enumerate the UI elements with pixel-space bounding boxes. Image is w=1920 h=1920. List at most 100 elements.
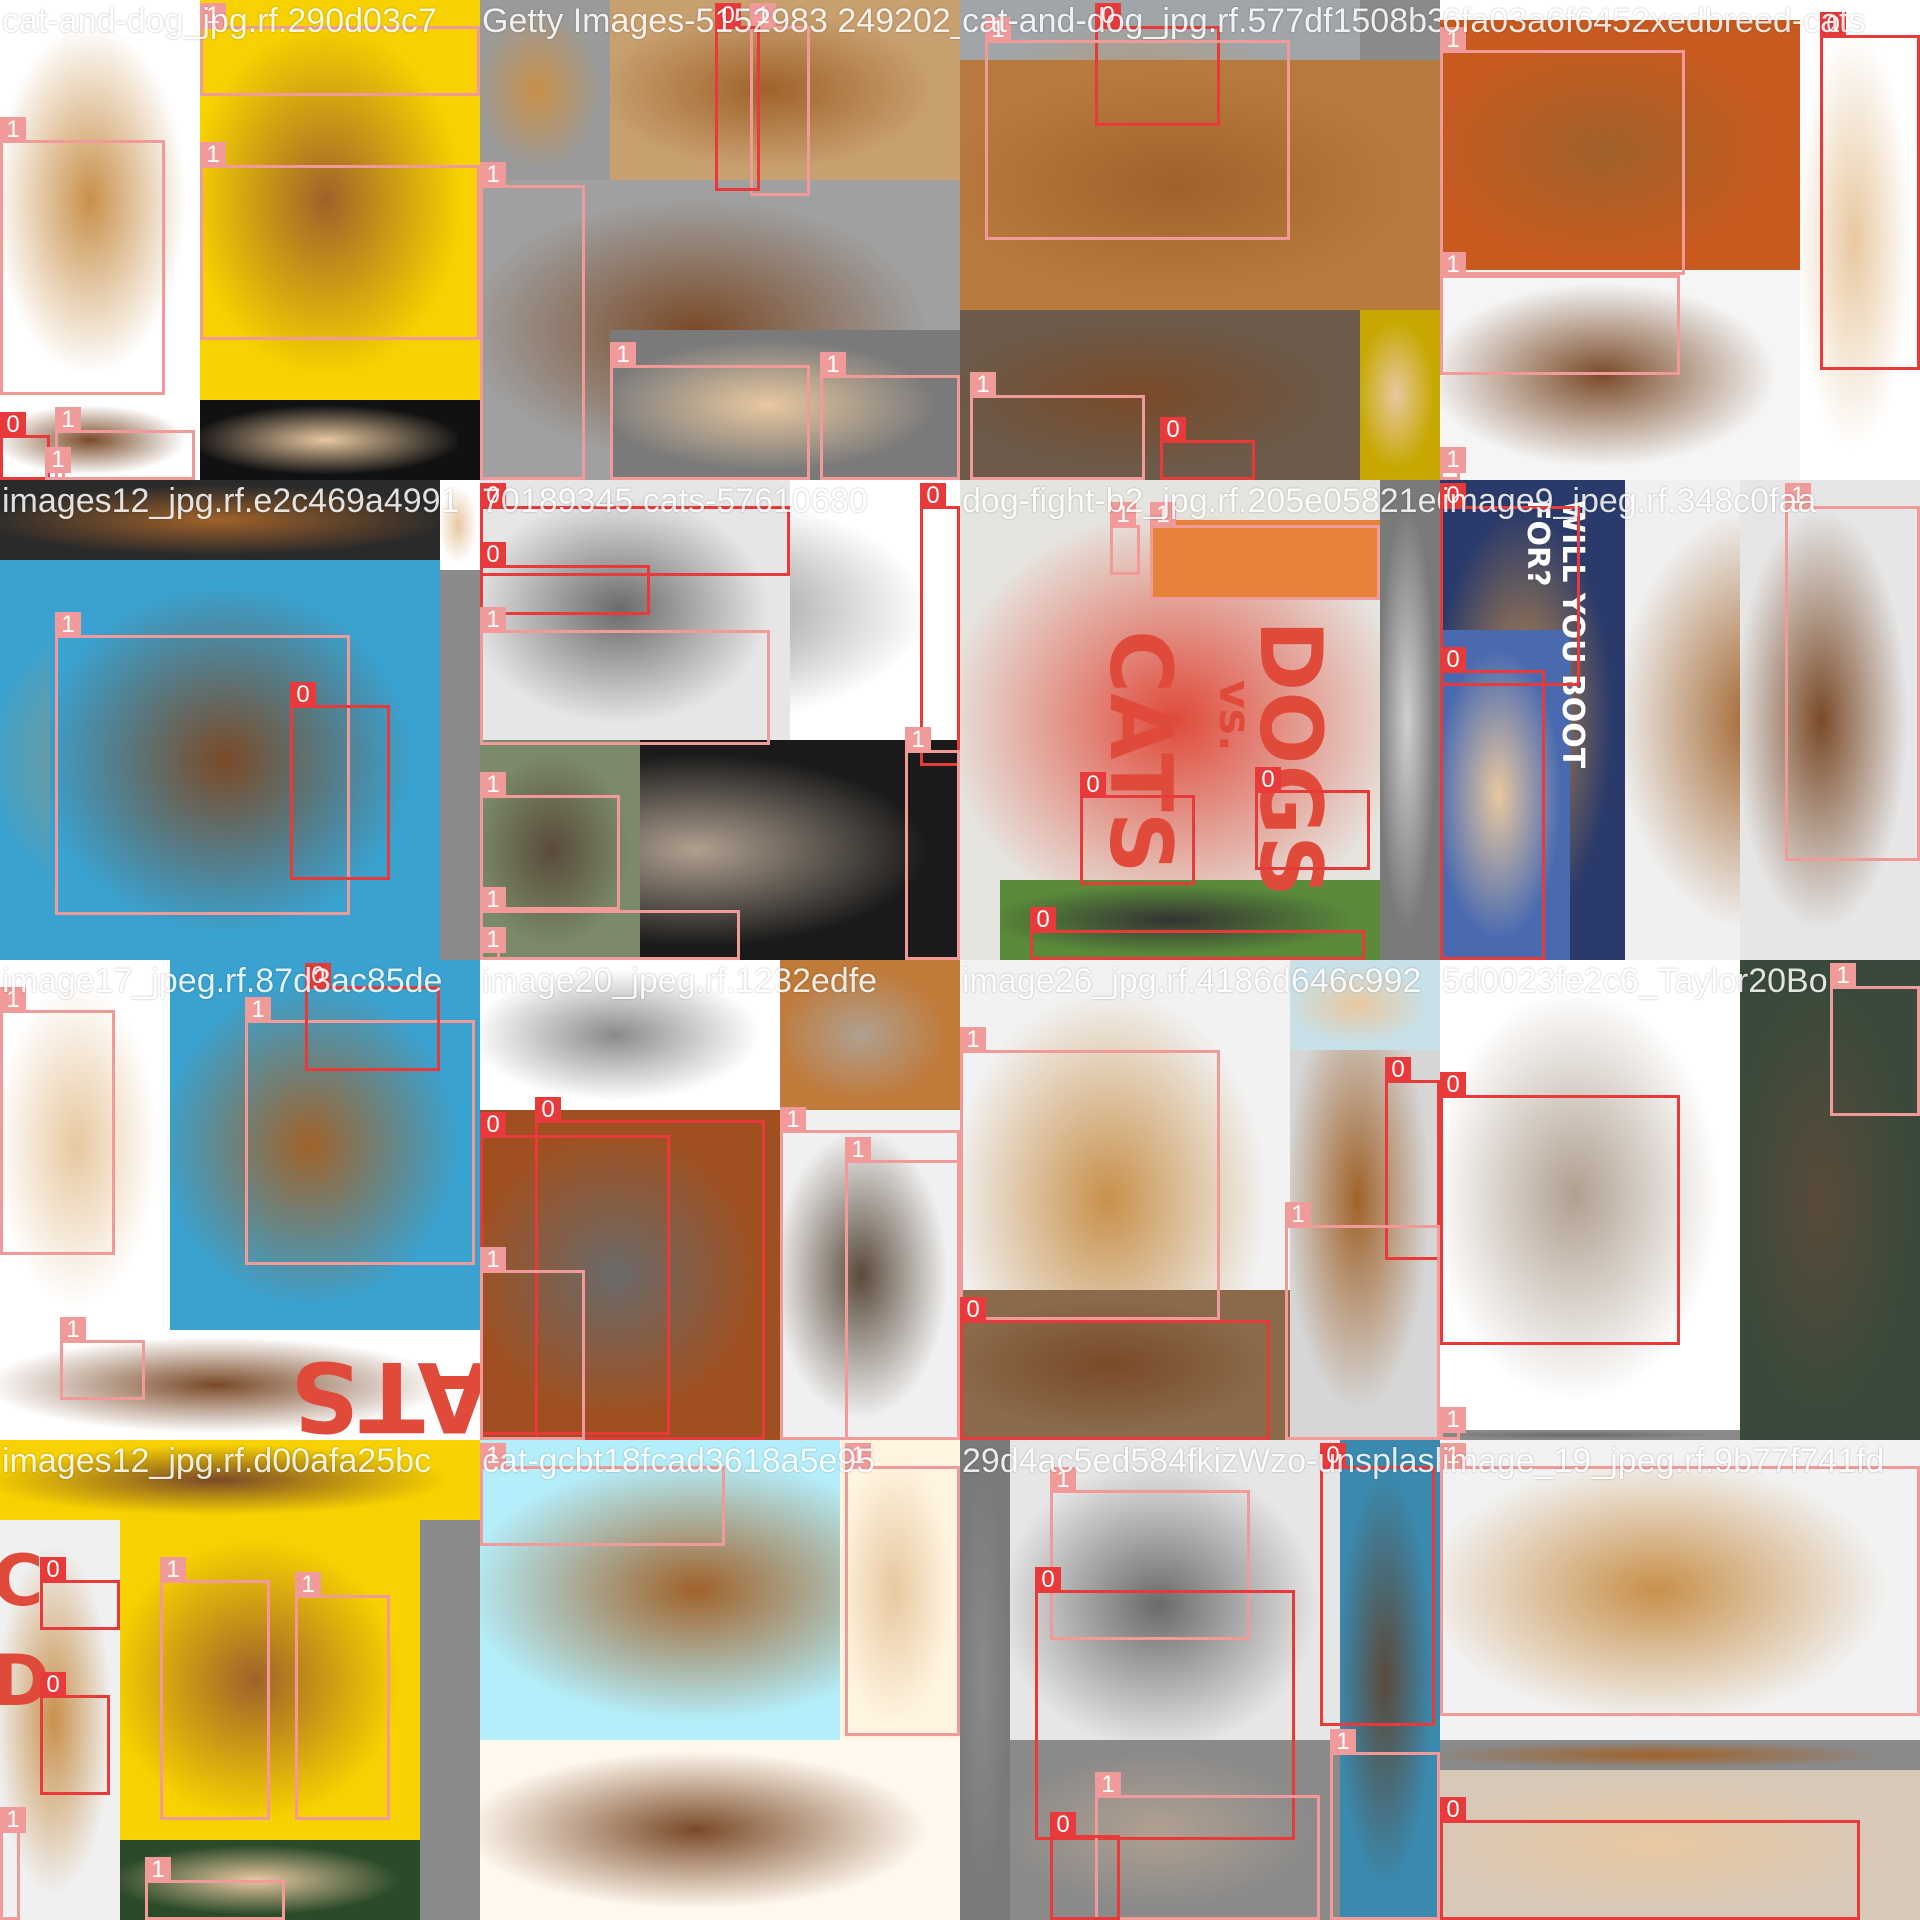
dog-bounding-box: 1 <box>780 1107 960 1440</box>
cat-bounding-box: 0 <box>1030 907 1365 960</box>
tile-14: 1 0 0 1 1 0 29d4ac5ed584fkizWzo-unsplash <box>960 1440 1440 1920</box>
dog-bounding-box: 1 <box>480 1247 585 1440</box>
class-label: 1 <box>1110 502 1136 528</box>
class-label: 1 <box>145 1857 171 1883</box>
tile-10: 1 0 0 1 image26_jpg.rf.4186d646c992 <box>960 960 1440 1440</box>
cat-bounding-box: 0 <box>40 1672 110 1795</box>
poster-text: CATS <box>290 1340 480 1440</box>
photo-region <box>840 1440 960 1740</box>
tile-filename: 29d4ac5ed584fkizWzo-unsplash <box>962 1442 1440 1480</box>
photo-region <box>440 480 480 570</box>
dog-bounding-box: 1 <box>200 3 480 96</box>
dog-bounding-box: 1 <box>245 997 475 1265</box>
class-label: 1 <box>45 447 71 473</box>
class-label: 1 <box>200 142 226 168</box>
tile-6: CATS vs. DOGS 1 1 0 0 0 dog-fight-b2_jpg.rf.205e… <box>960 480 1440 960</box>
dog-bounding-box: 1 <box>200 142 480 340</box>
class-label: 1 <box>480 772 506 798</box>
dog-bounding-box: 1 <box>60 1317 145 1400</box>
class-label: 1 <box>480 887 506 913</box>
photo-region <box>610 330 960 480</box>
cat-bounding-box: 0 <box>1385 1057 1440 1260</box>
dog-bounding-box: 1 <box>750 3 810 196</box>
class-label: 1 <box>1785 483 1811 509</box>
cat-bounding-box: 0 <box>1440 1797 1860 1920</box>
class-label: 0 <box>1440 647 1466 673</box>
photo-region <box>200 0 480 400</box>
class-label: 0 <box>480 483 506 509</box>
photo-region <box>780 960 960 1110</box>
cat-bounding-box: 0 <box>1255 767 1370 870</box>
photo-region <box>960 60 1440 310</box>
cat-bounding-box: 0 <box>920 483 960 766</box>
class-label: 0 <box>1160 417 1186 443</box>
cat-bounding-box: 0 <box>1440 483 1580 686</box>
class-label: 0 <box>535 1097 561 1123</box>
dog-bounding-box: 1 <box>1330 1729 1440 1920</box>
class-label: 1 <box>480 1247 506 1273</box>
dog-bounding-box: 1 <box>845 1443 960 1736</box>
dog-bounding-box: 1 <box>295 1572 390 1820</box>
dog-bounding-box: 1 <box>1440 252 1680 375</box>
class-label: 0 <box>1080 772 1106 798</box>
tile-filename: image_19_jpeg.rf.9b77f741fd <box>1442 1442 1885 1480</box>
photo-region <box>1440 1770 1920 1920</box>
class-label: 0 <box>920 483 946 509</box>
class-label: 1 <box>985 17 1011 43</box>
dog-bounding-box: 1 <box>0 987 115 1255</box>
class-label: 1 <box>160 1557 186 1583</box>
class-label: 1 <box>55 407 81 433</box>
dog-bounding-box: 1 <box>1440 1407 1466 1440</box>
photo-region <box>480 740 640 960</box>
dog-bounding-box: 1 <box>985 17 1290 240</box>
cat-bounding-box: 0 <box>40 1557 120 1630</box>
cat-bounding-box: 0 <box>1440 647 1545 960</box>
class-label: 0 <box>1440 1072 1466 1098</box>
dog-bounding-box: 1 <box>55 407 195 480</box>
dog-bounding-box: 1 <box>55 612 350 915</box>
photo-region <box>0 1440 480 1520</box>
class-label: 0 <box>1035 1567 1061 1593</box>
cat-bounding-box: 0 <box>1160 417 1255 480</box>
class-label: 0 <box>290 682 316 708</box>
dog-bounding-box: 1 <box>480 887 740 960</box>
dog-bounding-box: 1 <box>480 1443 725 1546</box>
class-label: 1 <box>1830 963 1856 989</box>
dog-bounding-box: 1 <box>1440 27 1685 275</box>
class-label: 0 <box>480 1112 506 1138</box>
class-label: 1 <box>845 1443 871 1469</box>
class-label: 0 <box>480 542 506 568</box>
photo-region <box>780 1110 960 1440</box>
class-label: 1 <box>0 987 26 1013</box>
class-label: 1 <box>610 342 636 368</box>
cat-bounding-box: 0 <box>1035 1567 1295 1840</box>
class-label: 1 <box>0 117 26 143</box>
cat-bounding-box: 0 <box>0 412 50 480</box>
dog-bounding-box: 1 <box>610 342 810 480</box>
cat-bounding-box: 0 <box>305 963 440 1071</box>
photo-region <box>480 1740 960 1920</box>
cat-bounding-box: 0 <box>480 483 790 576</box>
class-label: 1 <box>1440 1407 1466 1433</box>
class-label: 0 <box>960 1297 986 1323</box>
dog-bounding-box: 1 <box>1785 483 1920 861</box>
tile-12: C D 0 1 1 0 1 1 images12_jpg.rf.d00afa25bc <box>0 1440 480 1920</box>
class-label: 1 <box>480 1443 506 1469</box>
dog-bounding-box: 1 <box>0 117 165 395</box>
photo-region <box>0 480 480 560</box>
tile-0: 1 1 1 0 1 1 cat-and-dog_jpg.rf.290d03c7 <box>0 0 480 480</box>
class-label: 1 <box>1440 27 1466 53</box>
class-label: 0 <box>40 1672 66 1698</box>
dog-bounding-box: 1 <box>1095 1772 1320 1920</box>
class-label: 0 <box>1820 12 1846 38</box>
photo-region <box>1440 270 1800 480</box>
photo-region <box>610 0 960 180</box>
photo-region <box>0 0 200 400</box>
dog-bounding-box: 1 <box>480 772 620 910</box>
tile-filename: images12_jpg.rf.d00afa25bc <box>2 1442 432 1480</box>
photo-region <box>1380 480 1440 960</box>
class-label: 0 <box>1030 907 1056 933</box>
tile-3: 1 1 0 1 6fa03a6f6452xedbreed-cats <box>1440 0 1920 480</box>
tile-filename: images12_jpg.rf.e2c469a4991 <box>2 482 460 520</box>
class-label: 1 <box>905 727 931 753</box>
